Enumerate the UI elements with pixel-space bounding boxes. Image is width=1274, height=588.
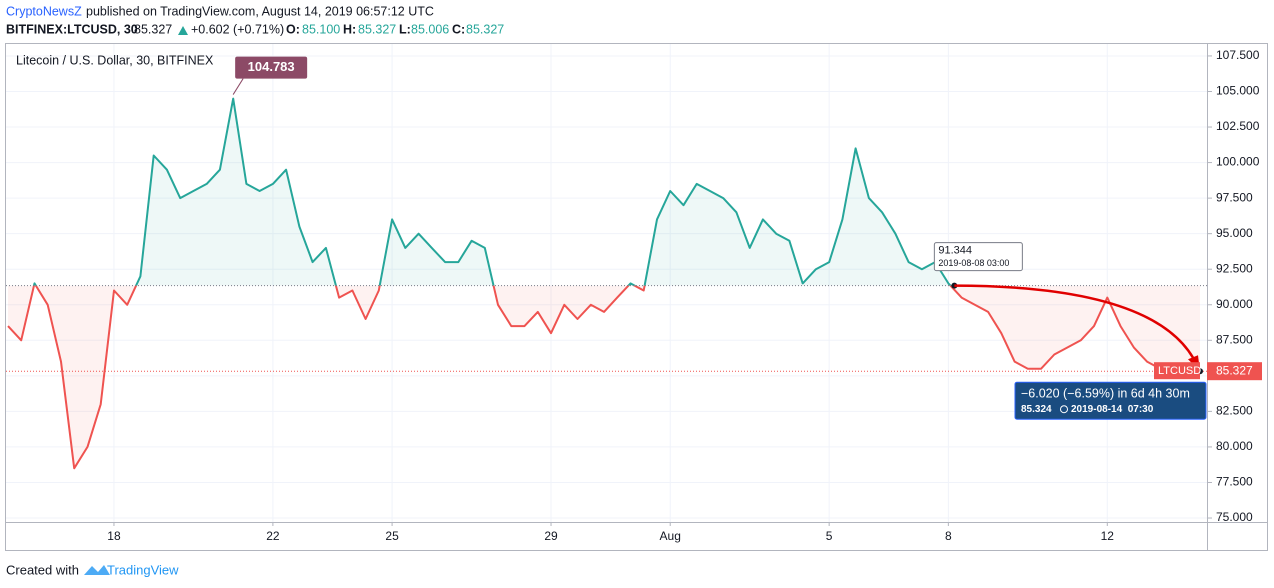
x-tick-label: 29 [544, 529, 558, 543]
y-tick-label: 82.500 [1216, 404, 1253, 418]
footer-brand[interactable]: TradingView [107, 562, 179, 577]
baseline-value: 91.344 [938, 245, 972, 257]
measure-arrow [954, 284, 1199, 366]
x-tick-label: 5 [826, 529, 833, 543]
change: +0.602 (+0.71%) [191, 22, 284, 36]
x-tick-label: 22 [266, 529, 280, 543]
x-tick-label: 18 [107, 529, 121, 543]
x-tick-label: 8 [945, 529, 952, 543]
y-tick-label: 107.500 [1216, 48, 1260, 62]
high-label: H: [343, 22, 356, 36]
price-line [7, 285, 1201, 470]
close: 85.327 [466, 22, 504, 36]
low-label: L: [399, 22, 411, 36]
x-tick-label: 25 [385, 529, 399, 543]
y-tick-label: 105.000 [1216, 84, 1260, 98]
y-tick-label: 77.500 [1216, 475, 1253, 489]
line-below-group [7, 285, 1201, 470]
open: 85.100 [302, 22, 340, 36]
grid: 75.00077.50080.00082.50085.00087.50090.0… [6, 44, 1260, 543]
low: 85.006 [411, 22, 449, 36]
price-line [32, 97, 952, 286]
open-label: O: [286, 22, 300, 36]
measure-box [1014, 381, 1207, 420]
symbol-tag-label: LTCUSD [1158, 365, 1201, 377]
tv-logo [84, 565, 110, 575]
x-tick-label: 12 [1101, 529, 1115, 543]
y-tick-label: 87.500 [1216, 332, 1253, 346]
chart-title: Litecoin / U.S. Dollar, 30, BITFINEX [16, 53, 214, 67]
high: 85.327 [358, 22, 396, 36]
measure-change: −6.020 (−6.59%) in 6d 4h 30m [1021, 386, 1190, 400]
y-tick-label: 102.500 [1216, 119, 1260, 133]
y-tick-label: 100.000 [1216, 155, 1260, 169]
price: 85.327 [134, 22, 172, 36]
measure-date: 2019-08-14 07:30 [1071, 404, 1154, 415]
line-above-group [32, 97, 952, 286]
price-tag-label: 85.327 [1216, 363, 1253, 377]
y-tick-label: 90.000 [1216, 297, 1253, 311]
clock-icon [1060, 405, 1068, 414]
x-tick-label: Aug [660, 529, 681, 543]
y-tick-label: 95.000 [1216, 226, 1253, 240]
y-tick-label: 80.000 [1216, 439, 1253, 453]
symbol-tag [1154, 362, 1200, 380]
y-tick-label: 97.500 [1216, 190, 1253, 204]
up-arrow [178, 26, 188, 35]
plot [6, 97, 1207, 470]
baseline-date: 2019-08-08 03:00 [938, 258, 1009, 268]
close-label: C: [452, 22, 465, 36]
footer-text: Created with [6, 562, 79, 577]
area-above [33, 98, 951, 286]
symbol: BITFINEX:LTCUSD, 30 [6, 22, 138, 36]
price-tag [1207, 362, 1262, 381]
frame [5, 43, 1268, 551]
peak-label: 104.783 [248, 59, 295, 74]
y-tick-label: 75.000 [1216, 510, 1253, 524]
measure-price: 85.324 [1021, 404, 1052, 415]
baseline-box [933, 242, 1023, 272]
peak-pointer [232, 78, 244, 95]
peak-box [235, 56, 308, 79]
author[interactable]: CryptoNewsZ [6, 4, 82, 18]
published: published on TradingView.com, August 14,… [86, 4, 434, 18]
y-tick-label: 92.500 [1216, 261, 1253, 275]
